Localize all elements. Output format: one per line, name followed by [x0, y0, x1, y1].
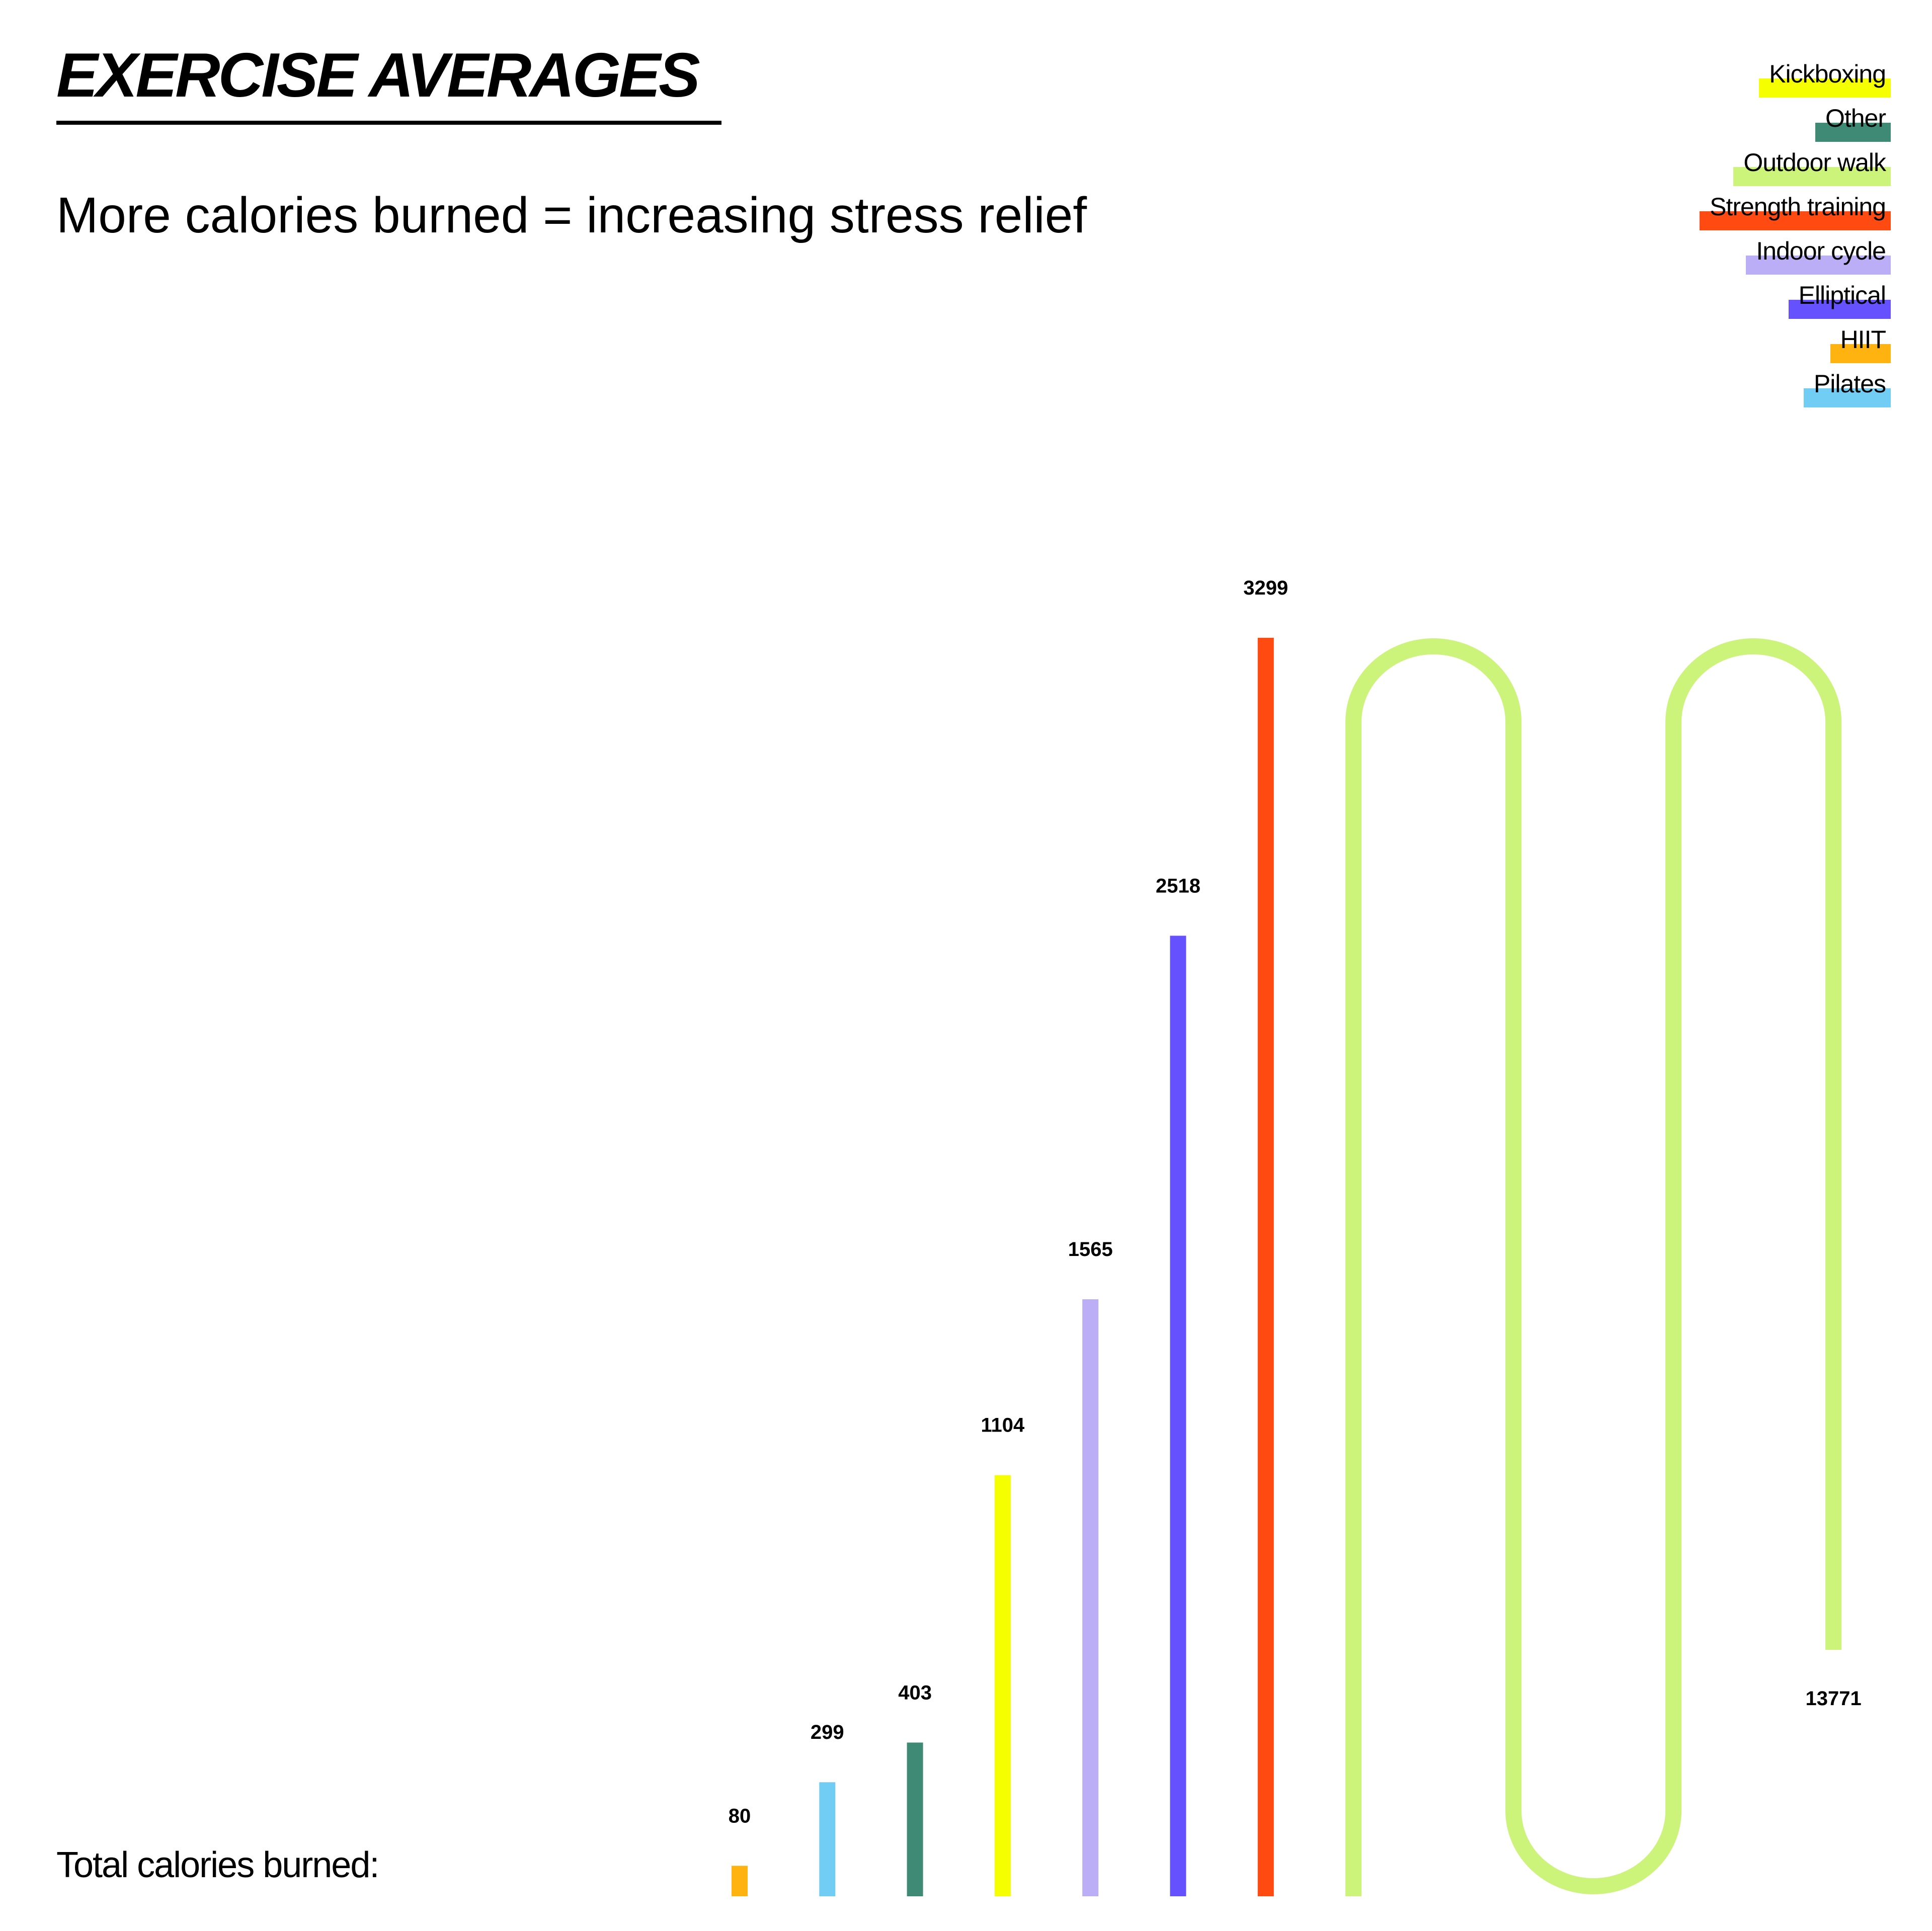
legend-swatch [1733, 167, 1891, 186]
legend: Kickboxing Other Outdoor walk Strength trai… [1700, 59, 1891, 413]
legend-label: Outdoor walk [1743, 148, 1886, 177]
legend-swatch [1830, 344, 1891, 363]
bar-strength-training [1257, 638, 1274, 1896]
chart-subtitle: More calories burned = increasing stress… [56, 187, 1087, 243]
legend-swatch [1700, 211, 1891, 230]
legend-item: HIIT [1700, 325, 1891, 369]
value-label: 2518 [1156, 875, 1200, 897]
legend-label: Other [1825, 104, 1886, 132]
value-label: 403 [898, 1682, 932, 1704]
value-label: 13771 [1805, 1688, 1861, 1710]
value-label: 1104 [981, 1414, 1025, 1437]
bar-indoor-cycle [1082, 1299, 1099, 1896]
value-label: 1565 [1068, 1238, 1113, 1261]
legend-label: Kickboxing [1769, 60, 1886, 88]
legend-item: Outdoor walk [1700, 148, 1891, 192]
bar-hiit [732, 1866, 748, 1896]
legend-swatch [1803, 388, 1891, 407]
legend-swatch [1759, 78, 1891, 98]
legend-item: Kickboxing [1700, 59, 1891, 104]
legend-item: Elliptical [1700, 281, 1891, 325]
value-label: 3299 [1243, 577, 1288, 599]
value-label: 299 [811, 1721, 844, 1743]
legend-label: HIIT [1840, 325, 1886, 354]
bar-other [907, 1742, 923, 1896]
legend-item: Strength training [1700, 192, 1891, 236]
legend-label: Strength training [1710, 193, 1886, 221]
bar-pilates [819, 1782, 836, 1896]
x-axis-label: Total calories burned: [56, 1845, 379, 1885]
value-label: 80 [729, 1805, 751, 1827]
bar-outdoor-walk [1345, 638, 1842, 1896]
legend-label: Indoor cycle [1756, 237, 1886, 265]
chart-title: EXERCISE AVERAGES [56, 41, 700, 110]
title-underline [56, 121, 721, 125]
legend-item: Other [1700, 104, 1891, 148]
legend-item: Pilates [1700, 369, 1891, 413]
bar-elliptical [1170, 936, 1186, 1896]
legend-label: Pilates [1813, 370, 1886, 398]
legend-swatch [1815, 123, 1891, 142]
legend-label: Elliptical [1798, 281, 1886, 309]
legend-swatch [1746, 256, 1891, 275]
legend-item: Indoor cycle [1700, 236, 1891, 281]
legend-swatch [1788, 300, 1891, 319]
bar-kickboxing [994, 1475, 1011, 1896]
